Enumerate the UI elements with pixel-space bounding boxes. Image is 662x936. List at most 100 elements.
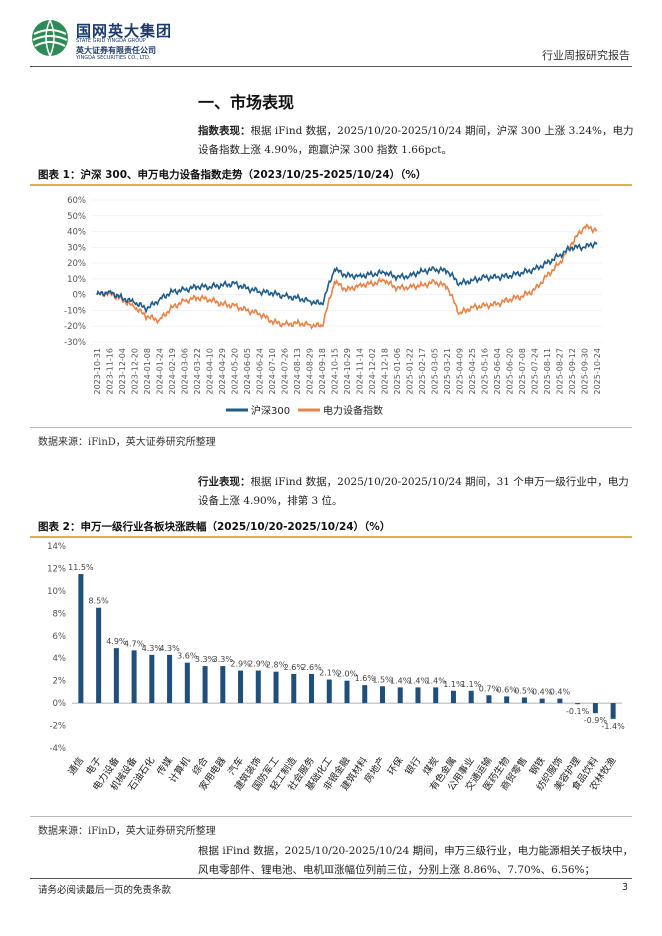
data-label: 1.4% [408,676,429,685]
figure2-top-rule [30,536,632,538]
y-tick-label: -20% [64,322,86,332]
x-tick-label: 2024-01-08 [143,348,152,395]
x-tick-label: 2023-12-20 [131,348,140,395]
x-tick-label: 2024-12-18 [381,348,390,395]
bar [610,703,616,719]
y-tick-label: 12% [47,564,66,574]
x-tick-label: 2025-03-21 [443,348,452,395]
x-tick-label: 2024-04-10 [206,348,215,395]
securities-name-cn: 英大证券有限责任公司 [76,46,156,55]
legend-label-power: 电力设备指数 [323,404,383,417]
y-tick-label: 50% [67,212,86,222]
y-tick-label: 10% [67,275,86,285]
category-label: 环保 [385,754,406,777]
paragraph-text: 根据 iFind 数据，2025/10/20-2025/10/24 期间，31 … [198,476,629,507]
data-label: 1.4% [426,676,447,685]
paragraph-sub-industry: 根据 iFind 数据，2025/10/20-2025/10/24 期间，申万三… [198,842,634,880]
bar [167,654,173,704]
data-label: 1.1% [443,680,464,689]
x-tick-label: 2025-04-25 [468,348,477,395]
bar [575,703,581,705]
data-label: 1.4% [390,676,411,685]
y-tick-label: 30% [67,243,86,253]
x-tick-label: 2024-03-06 [181,348,190,395]
y-tick-label: 10% [47,587,66,597]
data-label: 0.5% [514,687,535,696]
x-tick-label: 2025-06-04 [493,348,502,395]
data-label: 11.5% [68,563,94,572]
x-tick-label: 2024-10-15 [331,348,340,395]
figure2-title: 图表 2：申万一级行业各板块涨跌幅（2025/10/20-2025/10/24）… [38,521,391,533]
x-tick-label: 2024-06-24 [256,348,265,395]
bar [78,574,84,704]
y-tick-label: 6% [53,632,67,642]
bar [379,686,385,704]
bar [184,662,190,704]
x-tick-label: 2024-04-29 [218,348,227,395]
figure2-source: 数据来源：iFinD，英大证券研究所整理 [38,826,216,837]
data-label: 4.7% [124,639,145,648]
bar [326,679,332,704]
y-tick-label: -30% [64,338,86,348]
x-tick-label: 2025-10-24 [593,348,602,395]
figure1-top-rule [30,184,632,186]
y-tick-label: -4% [49,744,66,754]
category-label: 银行 [403,754,424,777]
data-label: 2.6% [301,663,322,672]
x-tick-label: 2024-09-18 [318,348,327,395]
x-tick-label: 2025-05-16 [481,348,490,395]
x-tick-label: 2023-10-31 [93,348,102,395]
x-tick-label: 2024-03-22 [193,348,202,395]
bar [468,690,474,704]
x-tick-label: 2025-01-22 [406,348,415,395]
bar [273,671,279,704]
x-tick-label: 2024-05-20 [231,348,240,395]
data-label: -1.4% [602,722,626,731]
legend-label-hs300: 沪深300 [251,404,290,417]
x-tick-label: 2024-06-05 [243,348,252,395]
y-tick-label: 4% [53,654,67,664]
bar [397,687,403,704]
series-line-hs300 [96,240,598,315]
securities-name-en: YINGDA SECURITIES CO., LTD. [76,55,151,61]
bar [202,666,208,704]
footer-disclaimer: 请务必阅读最后一页的免责条款 [38,885,172,896]
data-label: 2.8% [266,661,287,670]
y-tick-label: -2% [49,722,66,732]
data-label: 8.5% [88,597,109,606]
bar [238,670,244,704]
section-title: 一、市场表现 [198,93,295,112]
bar [291,673,297,704]
paragraph-text: 根据 iFind 数据，2025/10/20-2025/10/24 期间，沪深 … [198,125,634,156]
x-tick-label: 2024-10-29 [343,348,352,395]
figure1-title: 图表 1：沪深 300、申万电力设备指数走势（2023/10/25-2025/1… [38,169,427,181]
bar [415,687,421,704]
line-chart: 60% 50% 40% 30% 20% 10% 0% -10% -20% -30% 2023-10… [64,196,602,417]
data-label: 1.6% [355,674,376,683]
data-label: 3.3% [213,655,234,664]
figure1-source: 数据来源：iFinD，英大证券研究所整理 [38,437,216,448]
data-label: 0.4% [550,688,571,697]
y-tick-label: 14% [47,542,66,552]
company-name-en: STATE GRID YINGDA GROUP [76,38,146,44]
globe-logo-icon [32,19,68,57]
footer-divider [30,878,632,879]
data-label: -0.1% [566,707,590,716]
chart-legend: 沪深300 电力设备指数 [226,404,383,417]
y-tick-label: 8% [53,609,67,619]
data-label: 2.1% [319,669,340,678]
bar [362,685,368,704]
data-label: 3.3% [195,655,216,664]
bar [486,695,492,704]
data-label: 4.9% [106,637,127,646]
header-divider [30,66,632,67]
data-label: 1.5% [372,675,393,684]
x-tick-label: 2025-08-27 [556,348,565,395]
y-tick-label: 60% [67,196,86,206]
paragraph-label: 指数表现： [198,125,251,137]
data-label: 4.3% [159,644,180,653]
figure2-bottom-rule [30,816,632,817]
bar-chart: 14%12%10%8%6%4%2%0%-2%-4% 11.5%通信8.5%电子4… [47,542,626,793]
bar [592,703,598,714]
bar [149,654,155,704]
